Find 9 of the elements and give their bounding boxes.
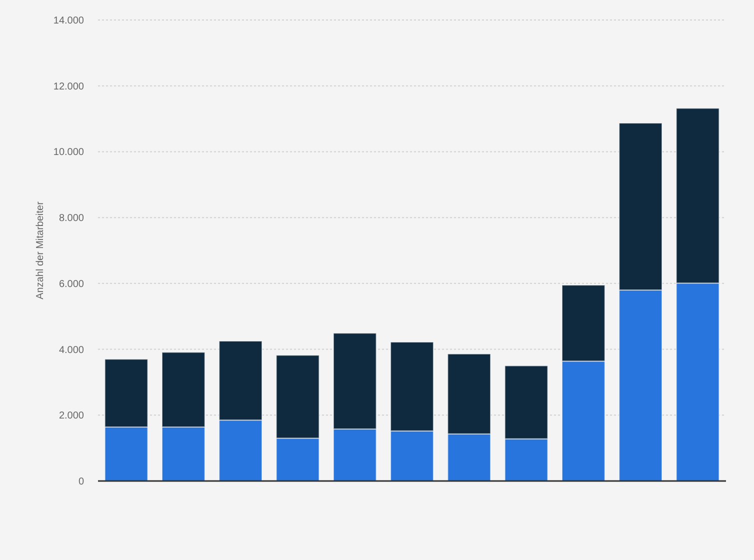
y-tick-label: 14.000 <box>53 16 84 26</box>
y-tick-label: 6.000 <box>58 278 84 290</box>
y-tick-label: 4.000 <box>58 344 84 356</box>
y-tick-label: 10.000 <box>53 147 84 158</box>
y-tick-label: 12.000 <box>53 81 84 92</box>
y-tick-label: 8.000 <box>58 213 84 224</box>
y-axis-title: Anzahl der Mitarbeiter <box>35 200 46 300</box>
y-tick-label: 2.000 <box>58 410 84 422</box>
y-tick-label: 0 <box>78 476 84 488</box>
